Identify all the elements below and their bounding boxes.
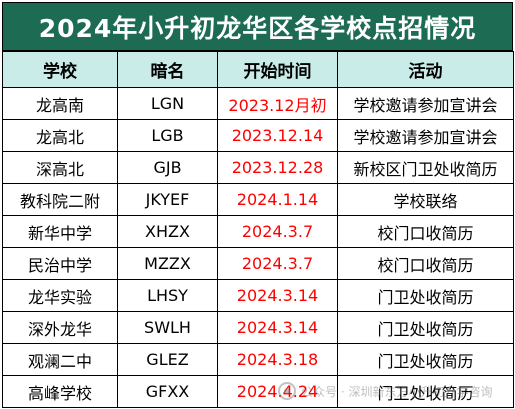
cell-school: 龙华实验: [2, 279, 118, 312]
table-row: 高峰学校 GFXX 2024.4.24 门卫处收简历: [2, 375, 514, 408]
cell-date: 2024.3.18: [217, 343, 338, 376]
wechat-logo-icon: [278, 382, 296, 400]
table-row: 观澜二中 GLEZ 2024.3.18 门卫处收简历: [2, 343, 514, 376]
table-header-row: 学校 暗名 开始时间 活动: [2, 51, 514, 88]
cell-date: 2024.3.14: [217, 279, 338, 312]
table-row: 教科院二附 JKYEF 2024.1.14 学校联络: [2, 183, 514, 216]
cell-school: 龙高南: [2, 87, 118, 120]
cell-code: XHZX: [117, 215, 218, 248]
table-row: 龙高北 LGB 2023.12.14 学校邀请参加宣讲会: [2, 119, 514, 152]
cell-school: 龙高北: [2, 119, 118, 152]
cell-code: LGB: [117, 119, 218, 152]
cell-code: JKYEF: [117, 183, 218, 216]
cell-code: LGN: [117, 87, 218, 120]
table-row: 新华中学 XHZX 2024.3.7 校门口收简历: [2, 215, 514, 248]
table-row: 龙华实验 LHSY 2024.3.14 门卫处收简历: [2, 279, 514, 312]
cell-activity: 门卫处收简历: [337, 279, 514, 312]
cell-date: 2024.3.14: [217, 311, 338, 344]
cell-date: 2023.12.14: [217, 119, 338, 152]
cell-school: 观澜二中: [2, 343, 118, 376]
schedule-table: 学校 暗名 开始时间 活动 龙高南 LGN 2023.12月初 学校邀请参加宣讲…: [2, 51, 514, 408]
cell-activity: 新校区门卫处收简历: [337, 151, 514, 184]
table-row: 龙高南 LGN 2023.12月初 学校邀请参加宣讲会: [2, 87, 514, 120]
cell-code: GLEZ: [117, 343, 218, 376]
cell-activity: 门卫处收简历: [337, 311, 514, 344]
cell-school: 深外龙华: [2, 311, 118, 344]
header-school: 学校: [2, 51, 118, 88]
cell-school: 高峰学校: [2, 375, 118, 408]
page-title: 2024年小升初龙华区各学校点招情况: [2, 2, 513, 51]
cell-date: 2024.3.7: [217, 215, 338, 248]
cell-activity: 门卫处收简历: [337, 343, 514, 376]
cell-activity: 学校联络: [337, 183, 514, 216]
watermark: 公众号 · 深圳新东方小升初升学咨询: [278, 378, 510, 404]
cell-date: 2023.12月初: [217, 87, 338, 120]
cell-activity: 校门口收简历: [337, 215, 514, 248]
table-row: 深外龙华 SWLH 2024.3.14 门卫处收简历: [2, 311, 514, 344]
cell-code: MZZX: [117, 247, 218, 280]
cell-activity: 学校邀请参加宣讲会: [337, 119, 514, 152]
cell-school: 新华中学: [2, 215, 118, 248]
header-start-time: 开始时间: [217, 51, 338, 88]
cell-date: 2024.1.14: [217, 183, 338, 216]
cell-activity: 学校邀请参加宣讲会: [337, 87, 514, 120]
cell-activity: 门卫处收简历: [337, 375, 514, 408]
cell-school: 民治中学: [2, 247, 118, 280]
header-activity: 活动: [337, 51, 514, 88]
cell-school: 教科院二附: [2, 183, 118, 216]
table-row: 民治中学 MZZX 2024.3.7 校门口收简历: [2, 247, 514, 280]
cell-date: 2023.12.28: [217, 151, 338, 184]
watermark-text: 公众号 · 深圳新东方小升初升学咨询: [301, 384, 493, 399]
cell-code: LHSY: [117, 279, 218, 312]
table-row: 深高北 GJB 2023.12.28 新校区门卫处收简历: [2, 151, 514, 184]
cell-code: GFXX: [117, 375, 218, 408]
cell-code: GJB: [117, 151, 218, 184]
cell-school: 深高北: [2, 151, 118, 184]
cell-code: SWLH: [117, 311, 218, 344]
cell-date: 2024.3.7: [217, 247, 338, 280]
header-code: 暗名: [117, 51, 218, 88]
cell-activity: 校门口收简历: [337, 247, 514, 280]
